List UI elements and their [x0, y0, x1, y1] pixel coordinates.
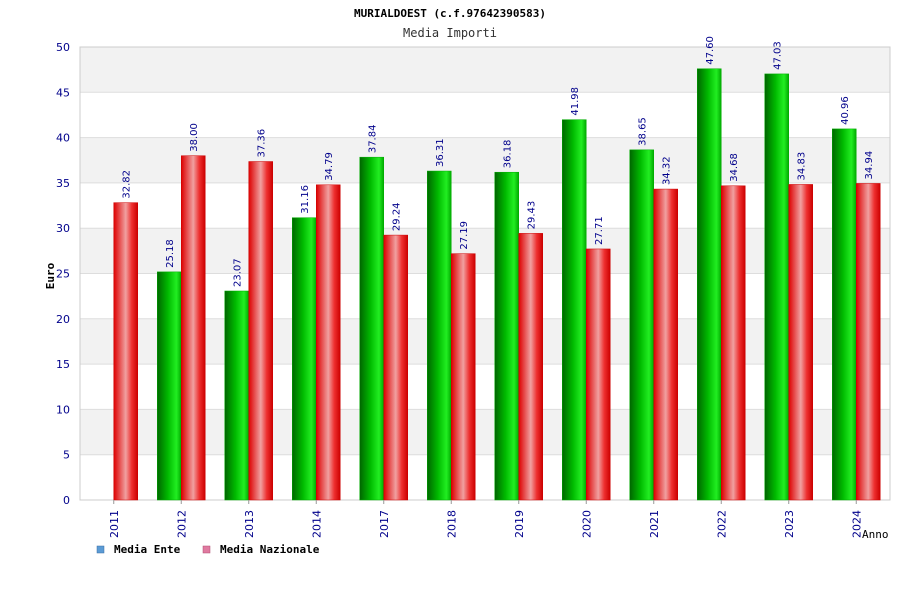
- bar-media-nazionale-2023: [788, 184, 813, 501]
- data-label: 34.79: [324, 152, 335, 181]
- bar-media-nazionale-2013: [248, 161, 273, 501]
- bars: 32.82 25.18 38.00 23.07 37.36 31.16 34.79 37.84…: [113, 36, 881, 501]
- plot-band: [80, 92, 890, 138]
- data-label: 23.07: [233, 258, 244, 287]
- bar-media-ente-2020: [562, 119, 587, 501]
- grid-lines: [79, 46, 891, 501]
- x-tick-label: 2018: [445, 510, 458, 538]
- y-tick-label: 30: [56, 222, 70, 235]
- data-label: 34.32: [662, 156, 673, 185]
- x-tick-label: 2011: [108, 510, 121, 538]
- bar-media-nazionale-2012: [181, 155, 206, 501]
- bar-media-ente-2022: [697, 68, 722, 501]
- plot-band: [80, 318, 890, 365]
- data-label: 29.43: [527, 201, 538, 230]
- data-label: 37.36: [257, 129, 268, 158]
- bar-media-nazionale-2020: [586, 248, 611, 501]
- plot-band: [80, 364, 890, 410]
- bar-media-nazionale-2021: [653, 188, 678, 501]
- data-label: 34.83: [797, 152, 808, 181]
- plot-band: [80, 454, 890, 500]
- bar-media-nazionale-2022: [721, 185, 746, 501]
- y-tick-label: 35: [56, 177, 70, 190]
- data-label: 27.19: [459, 221, 470, 250]
- bar-media-ente-2021: [629, 149, 654, 501]
- x-tick-label: 2019: [513, 510, 526, 538]
- data-label: 36.18: [503, 140, 514, 169]
- legend: Media Ente Media Nazionale: [96, 543, 320, 556]
- y-tick-label: 25: [56, 268, 70, 281]
- x-tick-label: 2024: [850, 510, 863, 538]
- plot-border: [79, 46, 891, 501]
- y-tick-label: 0: [63, 494, 70, 507]
- bar-media-ente-2018: [427, 170, 452, 501]
- data-label: 32.82: [122, 170, 133, 199]
- legend-label-media-nazionale: Media Nazionale: [220, 543, 320, 556]
- bar-media-ente-2014: [292, 217, 317, 501]
- data-label: 37.84: [368, 125, 379, 154]
- data-label: 41.98: [570, 87, 581, 116]
- y-axis-label: Euro: [44, 262, 57, 289]
- x-tick-label: 2023: [783, 510, 796, 538]
- bar-media-ente-2012: [157, 271, 182, 501]
- legend-swatch-media-ente: [96, 545, 105, 554]
- x-tick-label: 2012: [175, 510, 188, 538]
- data-label: 27.71: [594, 216, 605, 245]
- legend-swatch-media-nazionale: [202, 545, 211, 554]
- plot-band: [80, 273, 890, 319]
- bar-media-nazionale-2024: [856, 183, 881, 501]
- data-label: 47.60: [705, 36, 716, 65]
- y-tick-label: 5: [63, 449, 70, 462]
- data-label: 38.00: [189, 123, 200, 152]
- plot-band: [80, 137, 890, 183]
- bar-media-ente-2024: [832, 128, 857, 501]
- y-tick-label: 10: [56, 403, 70, 416]
- bar-media-nazionale-2019: [518, 233, 543, 501]
- plot-background: [80, 47, 890, 500]
- y-tick-label: 15: [56, 358, 70, 371]
- chart-subtitle: Media Importi: [403, 26, 497, 40]
- y-tick-label: 50: [56, 41, 70, 54]
- chart-title: MURIALDOEST (c.f.97642390583): [354, 7, 546, 20]
- bar-media-ente-2013: [224, 290, 249, 501]
- plot-band: [80, 47, 890, 93]
- y-tick-label: 45: [56, 86, 70, 99]
- plot-band: [80, 182, 890, 229]
- bar-media-nazionale-2011: [113, 202, 138, 501]
- data-label: 31.16: [300, 185, 311, 214]
- x-tick-label: 2021: [648, 510, 661, 538]
- data-label: 47.03: [773, 41, 784, 70]
- data-label: 36.31: [435, 138, 446, 167]
- data-label: 38.65: [638, 117, 649, 146]
- x-tick-label: 2014: [310, 510, 323, 538]
- plot-band: [80, 409, 890, 455]
- legend-label-media-ente: Media Ente: [114, 543, 181, 556]
- bar-media-ente-2017: [359, 156, 384, 501]
- x-axis-label: Anno: [862, 528, 889, 541]
- bar-media-nazionale-2014: [316, 184, 341, 501]
- data-label: 34.94: [864, 151, 875, 180]
- y-tick-label: 20: [56, 313, 70, 326]
- y-tick-label: 40: [56, 132, 70, 145]
- data-label: 29.24: [392, 202, 403, 231]
- x-tick-label: 2013: [243, 510, 256, 538]
- y-axis: 0 5 10 15 20 25 30 35 40 45 50: [56, 41, 70, 507]
- plot-band: [80, 228, 890, 274]
- x-tick-label: 2020: [580, 510, 593, 538]
- x-axis: 2011 2012 2013 2014 2017 2018 2019 2020 2021 2022…: [108, 500, 863, 538]
- x-tick-label: 2022: [715, 510, 728, 538]
- bar-media-nazionale-2017: [383, 234, 408, 501]
- bar-media-ente-2023: [764, 73, 789, 501]
- data-label: 34.68: [729, 153, 740, 182]
- data-label: 40.96: [840, 96, 851, 125]
- data-label: 25.18: [165, 239, 176, 268]
- bar-media-nazionale-2018: [451, 253, 476, 501]
- x-tick-label: 2017: [378, 510, 391, 538]
- bar-media-ente-2019: [494, 171, 519, 501]
